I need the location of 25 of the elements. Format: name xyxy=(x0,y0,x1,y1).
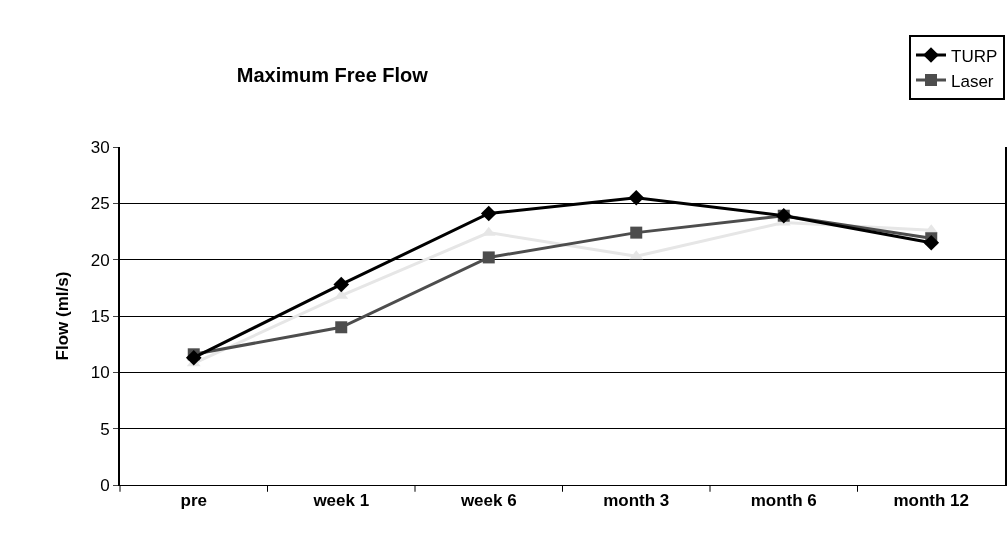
x-tick-label: month 6 xyxy=(750,491,817,511)
y-tick-label: 25 xyxy=(90,194,110,214)
point xyxy=(185,349,202,366)
y-tick-label: 5 xyxy=(100,419,110,439)
y-tick-label: 20 xyxy=(90,250,110,270)
legend-label: Laser xyxy=(951,71,994,91)
x-tick-label: month 12 xyxy=(893,491,970,511)
point xyxy=(335,321,348,334)
point xyxy=(628,189,645,206)
x-tick-label: month 3 xyxy=(603,491,670,511)
y-axis-title: Flow (ml/s) xyxy=(52,271,72,361)
point xyxy=(923,234,940,251)
point xyxy=(482,251,495,264)
x-tick-label: pre xyxy=(180,491,207,511)
y-tick-label: 0 xyxy=(100,475,110,495)
point xyxy=(630,226,643,239)
legend-label: TURP xyxy=(951,46,998,66)
y-tick-label: 30 xyxy=(90,137,110,157)
point xyxy=(333,276,350,293)
point xyxy=(480,205,497,222)
x-tick-label: week 1 xyxy=(312,491,370,511)
y-tick-label: 10 xyxy=(90,363,110,383)
y-tick-label: 15 xyxy=(90,306,110,326)
chart-title: Maximum Free Flow xyxy=(236,64,429,87)
x-tick-label: week 6 xyxy=(459,491,517,511)
